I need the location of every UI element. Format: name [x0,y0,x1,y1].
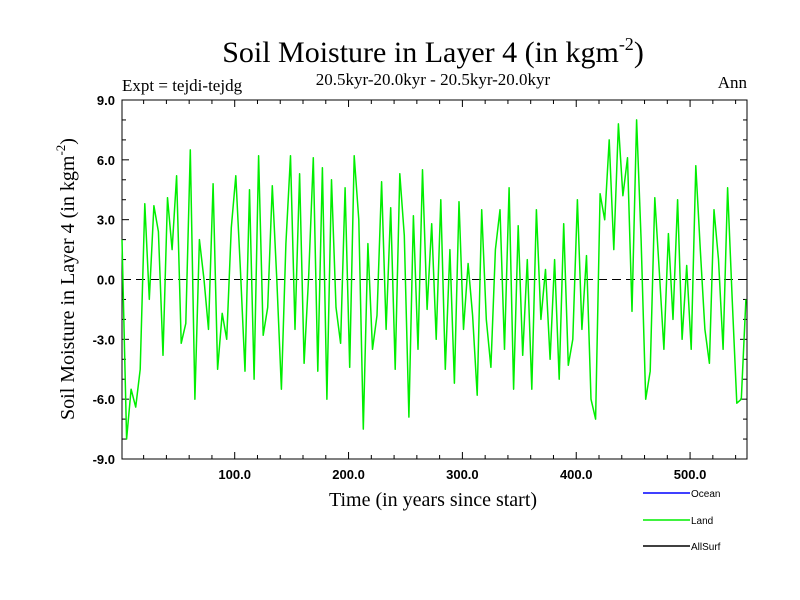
y-tick-label: 6.0 [97,153,115,168]
y-axis-ticks: -9.0 -6.0 -3.0 0.0 3.0 6.0 9.0 [93,93,747,467]
series-line-land [121,119,747,440]
y-tick-label: 3.0 [97,213,115,228]
legend-label-ocean: Ocean [691,489,720,500]
x-tick-label: 400.0 [560,467,593,482]
x-axis-ticks: 100.0 200.0 300.0 400.0 500.0 [143,100,737,482]
y-tick-label: -9.0 [93,452,115,467]
y-tick-label: 0.0 [97,273,115,288]
legend: Ocean Land AllSurf [643,489,721,553]
y-tick-label: 9.0 [97,93,115,108]
y-axis-label: Soil Moisture in Layer 4 (in kgm-2) [53,138,79,420]
chart-title: Soil Moisture in Layer 4 (in kgm-2) [222,34,644,69]
y-tick-label: -3.0 [93,332,115,347]
legend-label-allsurf: AllSurf [691,542,721,553]
period-label: 20.5kyr-20.0kyr - 20.5kyr-20.0kyr [316,70,551,89]
legend-label-land: Land [691,516,713,527]
x-axis-label: Time (in years since start) [329,489,537,511]
x-tick-label: 100.0 [218,467,251,482]
x-tick-label: 300.0 [446,467,479,482]
y-tick-label: -6.0 [93,392,115,407]
x-tick-label: 200.0 [332,467,365,482]
season-label: Ann [718,73,748,92]
experiment-label: Expt = tejdi-tejdg [122,76,243,95]
x-tick-label: 500.0 [674,467,707,482]
